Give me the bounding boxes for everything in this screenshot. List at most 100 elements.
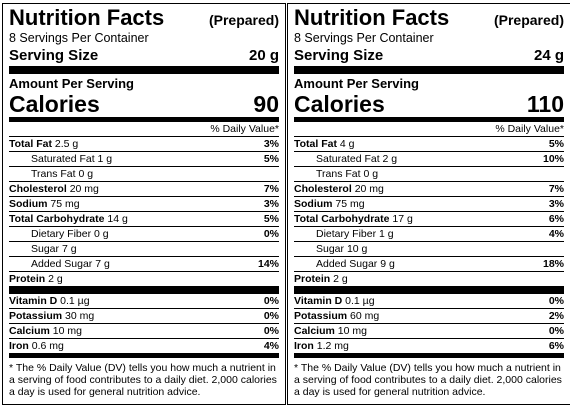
calories-row: Calories 110 (294, 91, 564, 117)
serving-size: 20 g (248, 47, 279, 64)
nutrient: Added Sugar 7 g (31, 257, 110, 271)
divider (9, 66, 279, 74)
serving-size: 24 g (533, 47, 564, 64)
nutrient-amount: 10 g (346, 243, 368, 255)
daily-value: 10% (542, 153, 564, 165)
nutrient-amount: 1.2 mg (316, 340, 349, 352)
nutrient-name: Sugar (316, 243, 345, 255)
nutrient-amount: 1 g (97, 153, 113, 165)
divider (294, 353, 564, 358)
footnote: * The % Daily Value (DV) tells you how m… (294, 362, 562, 398)
nutrient-amount: 2 g (333, 273, 348, 285)
nutrient-name: Trans Fat (316, 168, 361, 180)
nutrient-row: Sodium 75 mg 3% (294, 196, 564, 211)
daily-value: 7% (263, 183, 279, 195)
nutrient: Sodium 75 mg (9, 197, 80, 211)
nutrient-name: Vitamin D (294, 295, 343, 307)
daily-value: 5% (263, 213, 279, 225)
prepared: (Prepared) (208, 12, 279, 28)
nutrient-row: Saturated Fat 1 g 5% (9, 151, 279, 166)
nutrient-row: Added Sugar 9 g 18% (294, 256, 564, 271)
prepared: (Prepared) (493, 12, 564, 28)
nutrient-amount: 75 mg (50, 198, 80, 210)
daily-value: 0% (548, 325, 564, 337)
nutrient-name: Sugar (31, 243, 60, 255)
nutrient: Total Fat 4 g (294, 137, 355, 151)
nutrient-amount: 2 g (382, 153, 398, 165)
nutrient-row: Added Sugar 7 g 14% (9, 256, 279, 271)
nutrient: Added Sugar 9 g (316, 257, 395, 271)
nutrient-name: Cholesterol (294, 183, 352, 195)
nutrient-row: Saturated Fat 2 g 10% (294, 151, 564, 166)
amount-per-serving: Amount Per Serving (9, 76, 134, 91)
nutrient-row: Cholesterol 20 mg 7% (294, 181, 564, 196)
divider (9, 353, 279, 358)
nutrient: Protein 2 g (9, 272, 63, 286)
nutrient-row: Vitamin D 0.1 µg 0% (9, 294, 279, 308)
title: Nutrition Facts (9, 5, 165, 30)
nutrient-name: Trans Fat (31, 168, 76, 180)
nutrient-name: Protein (294, 273, 331, 285)
nutrient-row: Dietary Fiber 0 g 0% (9, 226, 279, 241)
footnote: * The % Daily Value (DV) tells you how m… (9, 362, 277, 398)
nutrient: Vitamin D 0.1 µg (294, 294, 375, 308)
nutrient-row: Dietary Fiber 1 g 4% (294, 226, 564, 241)
nutrient: Trans Fat 0 g (31, 167, 93, 181)
nutrient-name: Saturated Fat (31, 153, 95, 165)
nutrient-name: Protein (9, 273, 46, 285)
nutrient: Trans Fat 0 g (316, 167, 378, 181)
daily-value: 0% (548, 295, 564, 307)
nutrient-name: Dietary Fiber (316, 228, 377, 240)
serving-size-row: Serving Size 20 g (9, 46, 279, 66)
nutrient-amount: 7 g (61, 243, 77, 255)
nutrient: Total Fat 2.5 g (9, 137, 78, 151)
divider (9, 286, 279, 294)
nutrition-label: Nutrition Facts (Prepared) 8 Servings Per … (287, 3, 570, 405)
nutrient-amount: 75 mg (335, 198, 365, 210)
calories-label: Calories (294, 91, 385, 117)
nutrient: Calcium 10 mg (9, 324, 82, 338)
nutrient-row: Total Fat 4 g 5% (294, 137, 564, 151)
nutrient-name: Calcium (294, 325, 335, 337)
amount-per-serving: Amount Per Serving (294, 76, 419, 91)
nutrient: Iron 0.6 mg (9, 339, 64, 353)
nutrient: Saturated Fat 1 g (31, 152, 112, 166)
nutrient-name: Calcium (9, 325, 50, 337)
calories: 110 (526, 91, 564, 117)
serving-size-label: Serving Size (9, 47, 99, 64)
daily-value: 3% (263, 138, 279, 150)
nutrient: Potassium 30 mg (9, 309, 94, 323)
nutrient-row: Cholesterol 20 mg 7% (9, 181, 279, 196)
daily-value: 4% (548, 228, 564, 240)
nutrient-amount: 1 g (379, 228, 394, 240)
nutrient-amount: 0 g (363, 168, 379, 180)
daily-value: 0% (263, 310, 279, 322)
daily-value: 4% (263, 340, 279, 352)
nutrient: Saturated Fat 2 g (316, 152, 397, 166)
nutrient-name: Saturated Fat (316, 153, 380, 165)
nutrient-name: Added Sugar (316, 258, 378, 270)
daily-value: 0% (263, 228, 279, 240)
nutrient-row: Calcium 10 mg 0% (294, 323, 564, 338)
nutrient: Sugar 7 g (31, 242, 77, 256)
nutrient-row: Calcium 10 mg 0% (9, 323, 279, 338)
nutrient-row: Potassium 60 mg 2% (294, 308, 564, 323)
servings: 8 Servings Per Container (9, 31, 149, 45)
nutrient-amount: 14 g (107, 213, 128, 225)
divider (294, 286, 564, 294)
nutrient-row: Sodium 75 mg 3% (9, 196, 279, 211)
nutrient-name: Total Carbohydrate (294, 213, 390, 225)
divider (294, 66, 564, 74)
dv-header: % Daily Value* (9, 122, 279, 137)
nutrient-name: Dietary Fiber (31, 228, 92, 240)
nutrient-row: Total Fat 2.5 g 3% (9, 137, 279, 151)
nutrient-name: Added Sugar (31, 258, 93, 270)
daily-value: 18% (542, 258, 564, 270)
title-row: Nutrition Facts (Prepared) (294, 4, 564, 30)
nutrient-row: Potassium 30 mg 0% (9, 308, 279, 323)
daily-value: 0% (263, 325, 279, 337)
nutrient-amount: 9 g (380, 258, 395, 270)
daily-value: 7% (548, 183, 564, 195)
nutrient: Total Carbohydrate 14 g (9, 212, 128, 226)
